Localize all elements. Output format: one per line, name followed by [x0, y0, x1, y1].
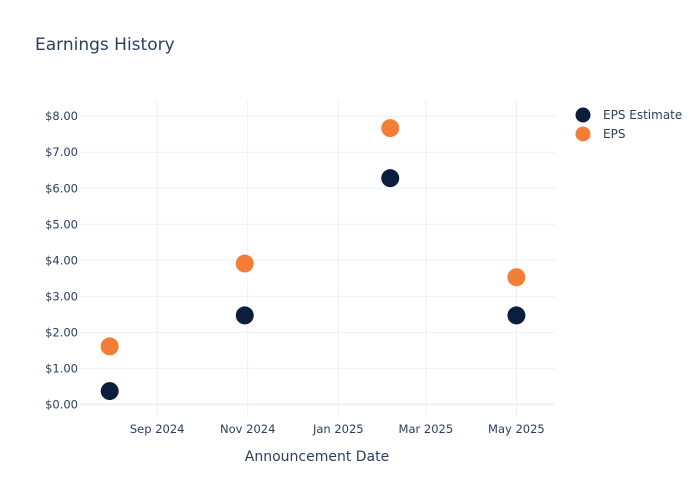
legend-label: EPS — [603, 127, 625, 141]
y-tick-label: $4.00 — [45, 253, 78, 267]
x-tick-label: Nov 2024 — [220, 422, 275, 436]
legend[interactable]: EPS Estimate EPS — [575, 107, 683, 142]
eps-estimate-point[interactable] — [100, 382, 119, 401]
y-tick-label: $1.00 — [45, 361, 78, 375]
y-tick-label: $7.00 — [45, 145, 78, 159]
x-tick-label: Mar 2025 — [399, 422, 454, 436]
eps-point[interactable] — [507, 268, 526, 287]
eps-point[interactable] — [100, 337, 119, 356]
eps-point[interactable] — [381, 119, 400, 138]
axis-ticks: $0.00 $1.00 $2.00 $3.00 $4.00 $5.00 $6.00 $7.00… — [45, 109, 545, 436]
y-tick-label: $5.00 — [45, 217, 78, 231]
data-points — [100, 119, 526, 401]
legend-label: EPS Estimate — [603, 108, 682, 122]
y-tick-label: $0.00 — [45, 397, 78, 411]
eps-point[interactable] — [235, 254, 254, 273]
y-tick-label: $2.00 — [45, 325, 78, 339]
legend-item-eps[interactable]: EPS — [575, 126, 626, 142]
chart-title: Earnings History — [35, 35, 175, 55]
y-tick-label: $8.00 — [45, 109, 78, 123]
x-tick-label: Sep 2024 — [130, 422, 185, 436]
x-axis-title: Announcement Date — [245, 449, 389, 465]
legend-marker-icon — [575, 126, 591, 142]
legend-item-eps-estimate[interactable]: EPS Estimate — [575, 107, 683, 123]
y-tick-label: $3.00 — [45, 289, 78, 303]
legend-marker-icon — [575, 107, 591, 123]
eps-estimate-point[interactable] — [381, 169, 400, 188]
x-tick-label: Jan 2025 — [312, 422, 364, 436]
eps-estimate-point[interactable] — [235, 306, 254, 325]
x-tick-label: May 2025 — [488, 422, 545, 436]
eps-estimate-point[interactable] — [507, 306, 526, 325]
y-tick-label: $6.00 — [45, 181, 78, 195]
